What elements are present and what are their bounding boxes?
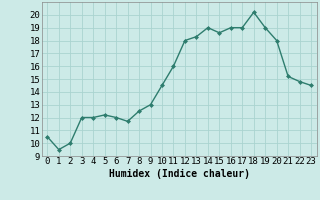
X-axis label: Humidex (Indice chaleur): Humidex (Indice chaleur) — [109, 169, 250, 179]
